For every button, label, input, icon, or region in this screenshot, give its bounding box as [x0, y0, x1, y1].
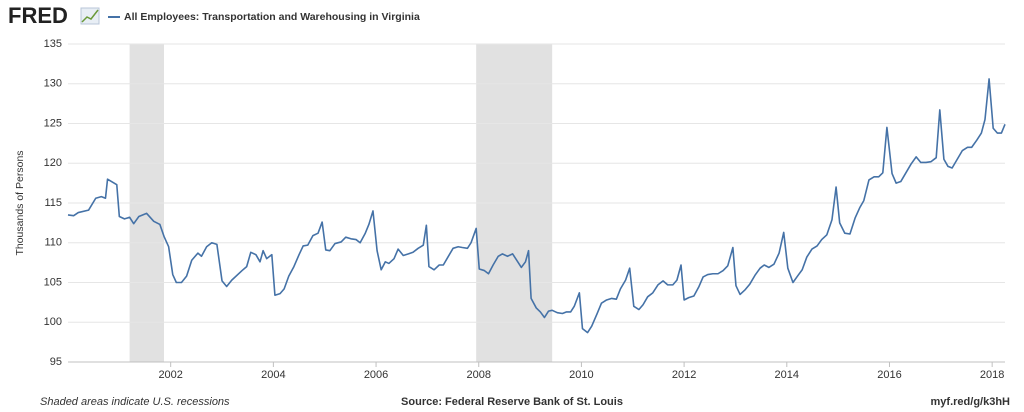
x-tick-label: 2002: [158, 369, 182, 381]
y-tick-label: 95: [50, 356, 62, 368]
logo: FRED: [8, 3, 68, 28]
y-tick-label: 110: [44, 237, 62, 249]
y-tick-label: 105: [44, 276, 62, 288]
x-tick-label: 2010: [569, 369, 593, 381]
x-tick-label: 2006: [364, 369, 388, 381]
x-tick-label: 2018: [980, 369, 1004, 381]
x-tick-label: 2014: [775, 369, 799, 381]
source: Source: Federal Reserve Bank of St. Loui…: [401, 396, 623, 408]
y-tick-label: 100: [44, 316, 62, 328]
footnote: Shaded areas indicate U.S. recessions: [40, 396, 230, 408]
x-tick-label: 2004: [261, 369, 285, 381]
link: myf.red/g/k3hH: [931, 396, 1011, 408]
y-tick-label: 130: [44, 78, 62, 90]
x-tick-label: 2016: [877, 369, 901, 381]
legend-label: All Employees: Transportation and Wareho…: [124, 11, 420, 23]
x-tick-label: 2008: [466, 369, 490, 381]
series-line: [67, 78, 1006, 334]
y-tick-label: 120: [44, 157, 62, 169]
y-tick-label: 125: [44, 117, 62, 129]
y-axis-label: Thousands of Persons: [14, 150, 26, 255]
logo-icon: [80, 7, 100, 25]
x-tick-label: 2012: [672, 369, 696, 381]
y-tick-label: 135: [44, 38, 62, 50]
y-tick-label: 115: [44, 197, 62, 209]
logo-icon-line: [81, 9, 99, 23]
